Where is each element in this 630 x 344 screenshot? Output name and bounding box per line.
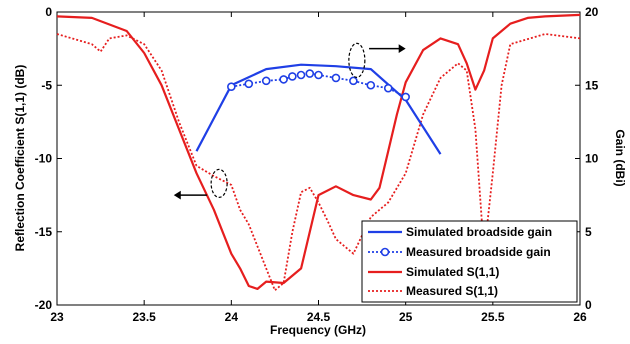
- x-tick-label: 24.5: [307, 310, 331, 324]
- x-tick-label: 25: [399, 310, 413, 324]
- measured-gain-marker: [227, 82, 236, 92]
- measured-gain-marker: [288, 72, 297, 81]
- x-tick-label: 24: [225, 310, 239, 324]
- tick-marks: [56, 11, 581, 306]
- legend: Simulated broadside gain Measured broads…: [361, 220, 578, 303]
- y-left-tick-label: -15: [35, 225, 53, 239]
- measured-gain-marker: [349, 76, 358, 86]
- legend-label-measured-s11: Measured S(1,1): [406, 284, 498, 298]
- y-left-tick-label: -10: [35, 152, 53, 166]
- measured-gain-marker: [401, 92, 410, 102]
- s11-curves-ellipse: [210, 168, 228, 199]
- y-right-tick-label: 0: [585, 298, 592, 312]
- x-tick-label: 23.5: [132, 310, 156, 324]
- gain-curves-ellipse: [348, 42, 366, 78]
- measured-gain-marker: [244, 79, 254, 89]
- legend-marker-measured-gain: [380, 247, 390, 257]
- legend-box: [361, 220, 578, 303]
- measured-gain-marker: [279, 75, 288, 84]
- series-line-3: [56, 33, 581, 292]
- legend-label-simulated-s11: Simulated S(1,1): [406, 265, 499, 279]
- measured-gain-marker: [383, 83, 393, 93]
- y-right-tick-label: 20: [585, 5, 599, 19]
- x-axis-label: Frequency (GHz): [270, 323, 366, 337]
- y-right-tick-label: 10: [585, 152, 599, 166]
- x-tick-label: 25.5: [481, 310, 505, 324]
- legend-label-measured-gain: Measured broadside gain: [406, 245, 551, 259]
- y-right-tick-label: 15: [585, 78, 599, 92]
- y-left-tick-label: 0: [45, 5, 52, 19]
- left-axis-arrow-head: [173, 190, 181, 200]
- series-layer: [56, 13, 581, 292]
- y-axis-right-label: Gain (dBi): [613, 129, 627, 186]
- measured-gain-marker: [261, 76, 271, 86]
- measured-gain-marker: [314, 70, 323, 80]
- measured-gain-marker: [296, 70, 306, 80]
- y-right-tick-label: 5: [585, 225, 592, 239]
- y-left-tick-label: -20: [35, 298, 53, 312]
- x-tick-label: 26: [573, 310, 587, 324]
- y-axis-left-label: Reflection Coefficient S(1,1) (dB): [13, 65, 27, 252]
- measured-gain-marker: [331, 73, 341, 83]
- x-tick-label: 23: [50, 310, 64, 324]
- measured-gain-marker: [305, 69, 315, 78]
- right-axis-arrow-head: [398, 44, 406, 54]
- series-line-2: [56, 13, 581, 290]
- annotations: [173, 42, 406, 200]
- measured-gain-marker: [366, 80, 376, 90]
- legend-label-simulated-gain: Simulated broadside gain: [406, 225, 552, 239]
- y-left-tick-label: -5: [41, 78, 52, 92]
